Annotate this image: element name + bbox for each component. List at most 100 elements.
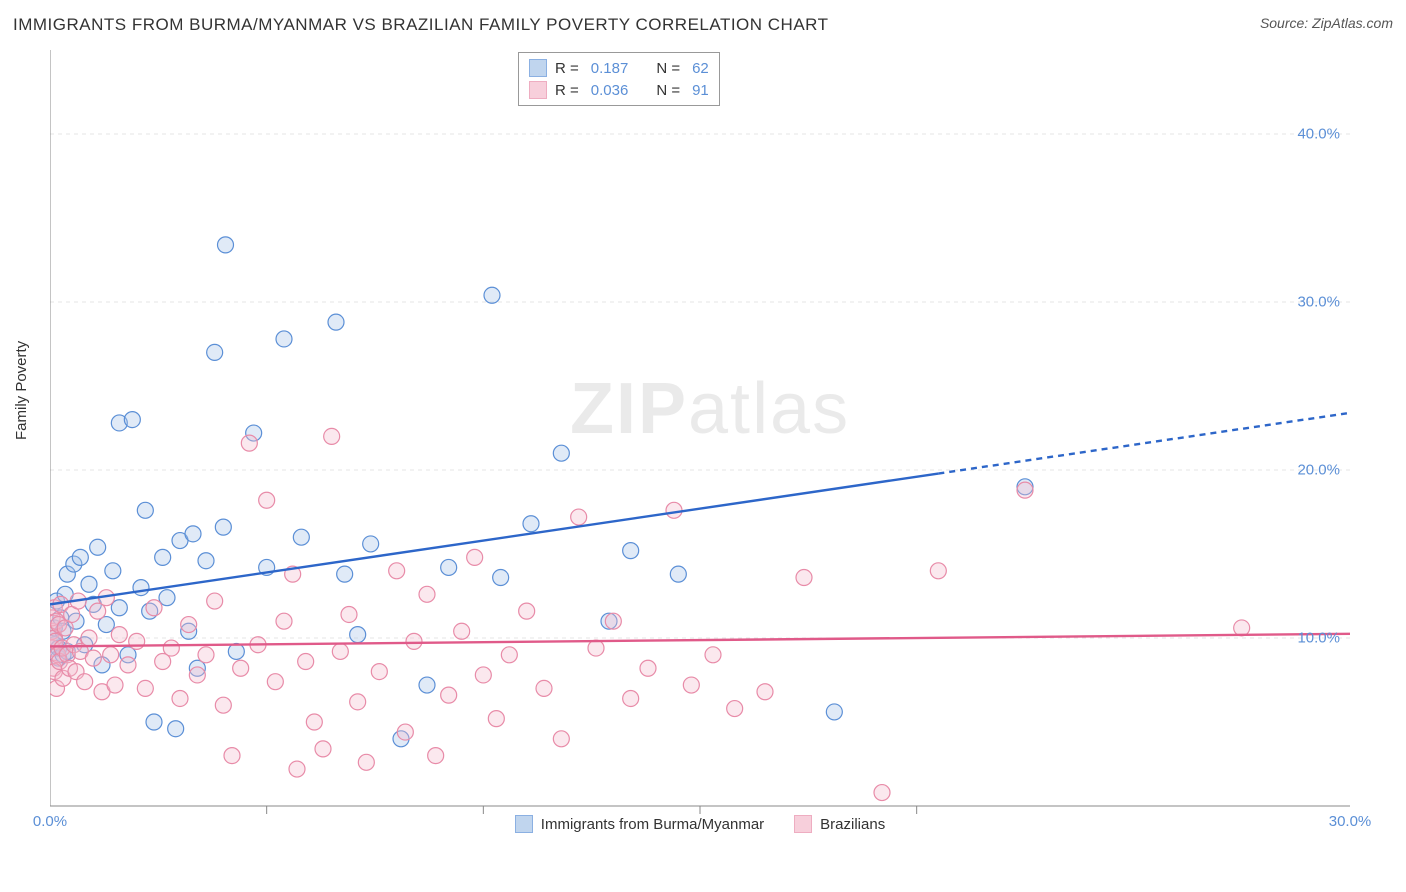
data-point — [324, 428, 340, 444]
legend-label: Brazilians — [820, 816, 885, 833]
data-point — [397, 724, 413, 740]
data-point — [155, 549, 171, 565]
data-point — [172, 690, 188, 706]
data-point — [553, 731, 569, 747]
data-point — [124, 412, 140, 428]
data-point — [1017, 482, 1033, 498]
data-point — [81, 576, 97, 592]
data-point — [501, 647, 517, 663]
correlation-legend-row: R =0.187N =62 — [529, 57, 709, 79]
data-point — [874, 785, 890, 801]
data-point — [640, 660, 656, 676]
data-point — [163, 640, 179, 656]
data-point — [315, 741, 331, 757]
data-point — [605, 613, 621, 629]
data-point — [523, 516, 539, 532]
data-point — [350, 627, 366, 643]
chart-title: IMMIGRANTS FROM BURMA/MYANMAR VS BRAZILI… — [13, 15, 829, 34]
data-point — [111, 600, 127, 616]
y-tick-label: 30.0% — [1297, 294, 1340, 311]
data-point — [298, 654, 314, 670]
legend-r-value: 0.187 — [591, 60, 629, 77]
y-tick-label: 40.0% — [1297, 126, 1340, 143]
data-point — [259, 492, 275, 508]
data-point — [72, 549, 88, 565]
source-prefix: Source: — [1260, 15, 1312, 31]
data-point — [215, 697, 231, 713]
legend-swatch — [794, 815, 812, 833]
data-point — [241, 435, 257, 451]
data-point — [683, 677, 699, 693]
data-point — [289, 761, 305, 777]
data-point — [1234, 620, 1250, 636]
data-point — [133, 580, 149, 596]
data-point — [224, 748, 240, 764]
data-point — [454, 623, 470, 639]
data-point — [181, 617, 197, 633]
data-point — [233, 660, 249, 676]
y-tick-label: 20.0% — [1297, 462, 1340, 479]
data-point — [419, 677, 435, 693]
correlation-legend-row: R =0.036N =91 — [529, 79, 709, 101]
data-point — [428, 748, 444, 764]
data-point — [705, 647, 721, 663]
data-point — [358, 754, 374, 770]
data-point — [519, 603, 535, 619]
chart-header: IMMIGRANTS FROM BURMA/MYANMAR VS BRAZILI… — [13, 15, 1393, 45]
data-point — [441, 559, 457, 575]
data-point — [571, 509, 587, 525]
data-point — [493, 570, 509, 586]
data-point — [129, 633, 145, 649]
data-point — [276, 613, 292, 629]
legend-item: Immigrants from Burma/Myanmar — [515, 815, 764, 833]
legend-n-value: 62 — [692, 60, 709, 77]
data-point — [218, 237, 234, 253]
data-point — [467, 549, 483, 565]
data-point — [168, 721, 184, 737]
plot-area: ZIPatlas R =0.187N =62R =0.036N =91 10.0… — [50, 50, 1350, 840]
data-point — [267, 674, 283, 690]
data-point — [488, 711, 504, 727]
data-point — [328, 314, 344, 330]
data-point — [475, 667, 491, 683]
data-point — [77, 674, 93, 690]
data-point — [536, 680, 552, 696]
data-point — [185, 526, 201, 542]
data-point — [137, 680, 153, 696]
data-point — [406, 633, 422, 649]
data-point — [207, 344, 223, 360]
data-point — [484, 287, 500, 303]
data-point — [623, 543, 639, 559]
data-point — [107, 677, 123, 693]
data-point — [198, 647, 214, 663]
data-point — [666, 502, 682, 518]
data-point — [341, 606, 357, 622]
data-point — [371, 664, 387, 680]
data-point — [85, 650, 101, 666]
data-point — [146, 714, 162, 730]
correlation-legend: R =0.187N =62R =0.036N =91 — [518, 52, 720, 106]
trend-line — [50, 634, 1350, 647]
data-point — [120, 657, 136, 673]
source-link[interactable]: ZipAtlas.com — [1312, 15, 1393, 31]
data-point — [363, 536, 379, 552]
legend-item: Brazilians — [794, 815, 885, 833]
data-point — [757, 684, 773, 700]
data-point — [553, 445, 569, 461]
data-point — [189, 667, 205, 683]
data-point — [111, 627, 127, 643]
data-point — [389, 563, 405, 579]
data-point — [727, 701, 743, 717]
x-axis-legend: Immigrants from Burma/Myanmar Brazilians — [50, 812, 1350, 836]
data-point — [146, 600, 162, 616]
data-point — [588, 640, 604, 656]
data-point — [306, 714, 322, 730]
data-point — [670, 566, 686, 582]
data-point — [215, 519, 231, 535]
data-point — [159, 590, 175, 606]
data-point — [332, 643, 348, 659]
data-point — [207, 593, 223, 609]
data-point — [350, 694, 366, 710]
data-point — [293, 529, 309, 545]
data-point — [826, 704, 842, 720]
